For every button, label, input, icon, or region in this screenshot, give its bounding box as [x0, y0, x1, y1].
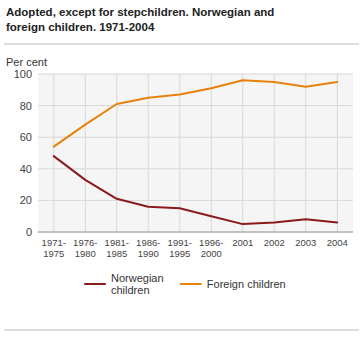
y-grid-line	[38, 232, 353, 233]
x-axis-line	[38, 232, 353, 233]
legend-label: Norwegianchildren	[111, 272, 164, 296]
x-tick-label: 1986-1990	[136, 237, 160, 259]
y-tick-label: 80	[20, 100, 32, 112]
y-tick-label: 60	[20, 131, 32, 143]
legend-swatch	[85, 283, 105, 285]
y-tick-label: 40	[20, 163, 32, 175]
x-grid-line	[116, 74, 117, 232]
y-tick-label: 20	[20, 194, 32, 206]
legend: Norwegianchildren Foreign children	[85, 272, 286, 296]
x-tick-label: 2003	[295, 237, 316, 248]
series-group	[54, 80, 338, 224]
x-tick-label: 1996-2000	[199, 237, 223, 259]
x-tick-label: 1976-1980	[73, 237, 97, 259]
legend-swatch	[181, 283, 201, 285]
x-grid-line	[242, 74, 243, 232]
x-tick-label: 1971-1975	[42, 237, 66, 259]
grid	[38, 74, 353, 232]
plot-background	[38, 74, 353, 232]
x-tick-label: 2004	[327, 237, 348, 248]
series-line	[54, 80, 338, 146]
x-grid-line	[274, 74, 275, 232]
x-grid-line	[53, 74, 54, 232]
x-grid-line	[211, 74, 212, 232]
y-tick-label: 100	[14, 68, 32, 80]
x-tick-label: 2001	[232, 237, 253, 248]
x-grid-line	[85, 74, 86, 232]
title-rule	[4, 44, 359, 45]
legend-label: Foreign children	[207, 278, 286, 290]
y-tick-label: 0	[26, 226, 32, 238]
x-grid-line	[337, 74, 338, 232]
chart: Adopted, except for stepchildren. Norweg…	[0, 0, 363, 340]
series-line	[54, 156, 338, 224]
x-tick-label: 2002	[264, 237, 285, 248]
bottom-rule	[4, 330, 359, 331]
x-tick-label: 1981-1985	[105, 237, 129, 259]
x-grid-line	[305, 74, 306, 232]
title: Adopted, except for stepchildren. Norweg…	[6, 6, 274, 33]
y-axis-label: Per cent	[6, 56, 47, 68]
x-tick-label: 1991-1995	[168, 237, 192, 259]
